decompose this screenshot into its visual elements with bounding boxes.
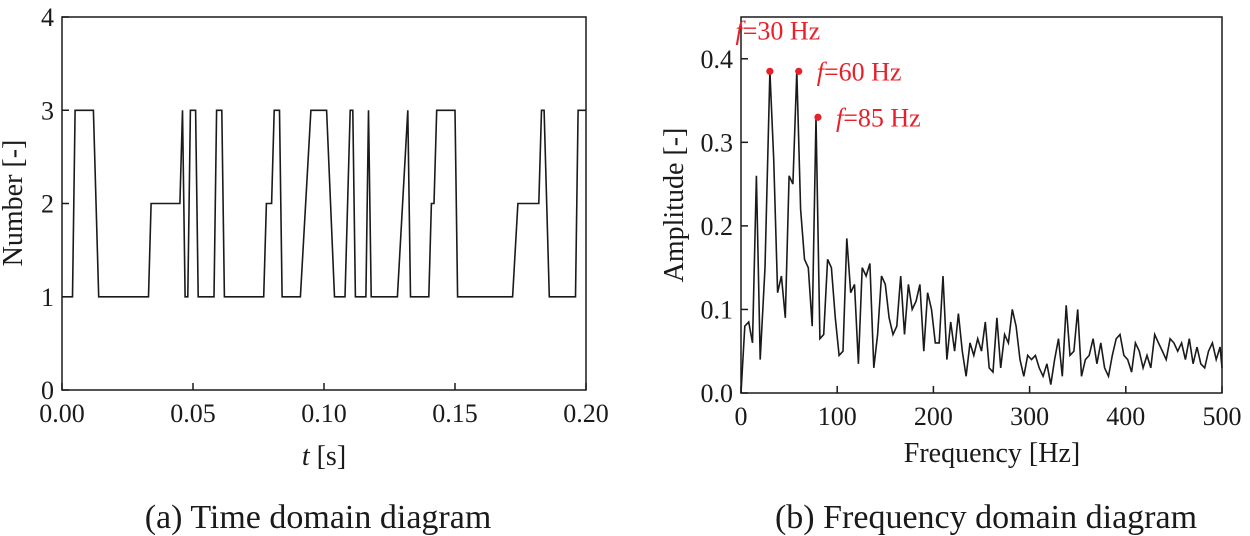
y-tick-label-b-3: 0.3 [701, 128, 734, 157]
peak-label-2: f=85 Hz [836, 103, 921, 132]
caption-a: (a) Time domain diagram [145, 499, 492, 536]
series-b [740, 71, 1223, 394]
x-tick-labels-a: 0.00 0.05 0.10 0.15 0.20 [39, 399, 609, 428]
x-tick-label-a-4: 0.20 [563, 399, 609, 428]
x-tick-label-b-1: 100 [818, 402, 857, 431]
y-tick-label-b-4: 0.4 [701, 45, 734, 74]
peak-label-0: f=30 Hz [736, 16, 821, 45]
peak-marker-2 [814, 113, 822, 121]
y-tick-label-a-2: 2 [41, 190, 54, 219]
series-a [62, 109, 586, 298]
x-tick-label-b-5: 500 [1203, 402, 1242, 431]
x-tick-label-a-0: 0.00 [39, 399, 85, 428]
y-axis-label-a: Number [-] [0, 140, 29, 267]
plot-frame-b [740, 16, 1223, 394]
x-tick-labels-b: 0 100 200 300 400 500 [735, 402, 1242, 431]
peak-marker-1 [795, 67, 803, 75]
x-tick-label-a-3: 0.15 [432, 399, 478, 428]
ticks-a [61, 16, 587, 391]
panel-time-domain: 0 1 2 3 4 0.00 0.05 0.10 0.15 0.20 Number [-] t … [0, 3, 609, 536]
y-tick-label-b-2: 0.2 [701, 212, 734, 241]
y-tick-label-b-1: 0.1 [701, 295, 734, 324]
peak-label-var-1: f [817, 57, 828, 86]
plot-frame-a [61, 16, 587, 391]
y-tick-labels-b: 0.0 0.1 0.2 0.3 0.4 [701, 45, 734, 408]
x-tick-label-b-0: 0 [735, 402, 748, 431]
x-tick-label-a-2: 0.10 [301, 399, 347, 428]
peak-label-1: f=60 Hz [817, 57, 902, 86]
x-tick-label-a-1: 0.05 [170, 399, 216, 428]
peak-marker-0 [766, 67, 774, 75]
peak-label-var-2: f [836, 103, 847, 132]
ticks-b [740, 58, 1223, 394]
y-tick-label-a-1: 1 [41, 283, 54, 312]
panel-frequency-domain: 0.00.10.20.30.4 0 100 200 300 400 500 f=30 Hz… [659, 16, 1242, 536]
y-tick-labels-a: 0 1 2 3 4 [41, 3, 54, 405]
peak-label-value-0: =30 Hz [743, 16, 820, 45]
peak-annotations: f=30 Hzf=60 Hzf=85 Hz [736, 16, 921, 132]
peak-label-var-0: f [736, 16, 747, 45]
x-axis-label-a: t [s] [302, 441, 346, 472]
x-tick-label-b-2: 200 [914, 402, 953, 431]
x-tick-label-b-4: 400 [1106, 402, 1145, 431]
peak-label-value-1: =60 Hz [824, 57, 901, 86]
series-line-b-0 [740, 71, 1223, 394]
y-tick-label-a-3: 3 [41, 96, 54, 125]
series-line-a-0 [62, 109, 586, 298]
y-tick-label-a-4: 4 [41, 3, 54, 32]
peak-label-value-2: =85 Hz [843, 103, 920, 132]
y-axis-label-b: Amplitude [-] [659, 128, 690, 283]
y-tick-label-a-0: 0 [41, 376, 54, 405]
caption-b: (b) Frequency domain diagram [775, 499, 1197, 536]
y-tick-label-b-0: 0.0 [701, 379, 734, 408]
x-axis-label-b: Frequency [Hz] [904, 438, 1080, 469]
x-tick-label-b-3: 300 [1010, 402, 1049, 431]
